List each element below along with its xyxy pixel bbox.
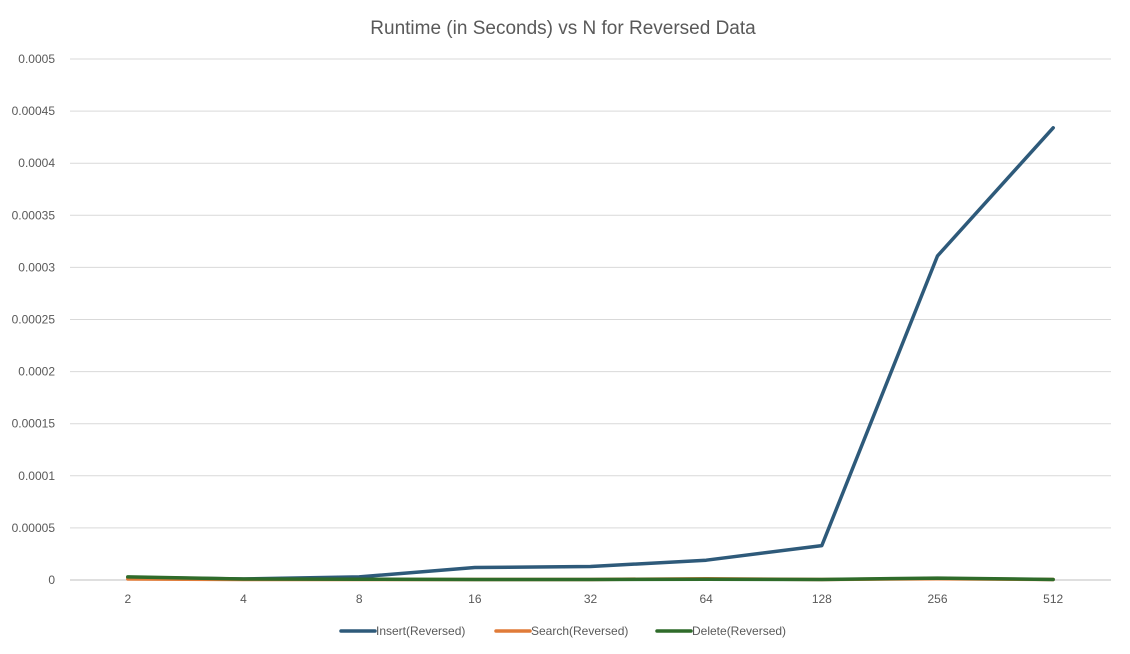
x-tick-label: 4 [240, 592, 247, 606]
chart-title: Runtime (in Seconds) vs N for Reversed D… [370, 18, 756, 39]
series-lines [126, 126, 1055, 582]
x-tick-label: 2 [124, 592, 131, 606]
y-tick-label: 0.00005 [12, 521, 56, 535]
y-tick-label: 0.0002 [18, 365, 55, 379]
x-tick-label: 256 [927, 592, 947, 606]
x-tick-label: 32 [584, 592, 598, 606]
y-tick-label: 0.0005 [18, 52, 55, 66]
legend: Insert(Reversed) Search(Reversed) Delete(R… [339, 624, 786, 638]
series-line-1 [126, 126, 1055, 581]
y-tick-label: 0 [48, 573, 55, 587]
y-tick-label: 0.00025 [12, 313, 56, 327]
y-tick-label: 0.0004 [18, 156, 55, 170]
legend-label: Search(Reversed) [531, 624, 628, 638]
x-tick-label: 64 [699, 592, 713, 606]
y-tick-label: 0.00045 [12, 104, 56, 118]
legend-label: Delete(Reversed) [692, 624, 786, 638]
y-tick-label: 0.00015 [12, 417, 56, 431]
x-tick-label: 128 [812, 592, 832, 606]
legend-label: Insert(Reversed) [376, 624, 465, 638]
gridlines [70, 58, 1111, 581]
x-tick-label: 8 [356, 592, 363, 606]
y-tick-label: 0.0003 [18, 260, 55, 274]
x-axis-tick-labels: 2 4 8 16 32 64 128 256 512 [124, 592, 1063, 606]
y-tick-label: 0.00035 [12, 208, 56, 222]
y-axis-tick-labels: 0 0.00005 0.0001 0.00015 0.0002 0.00025 0.0003… [12, 52, 56, 587]
x-tick-label: 16 [468, 592, 482, 606]
y-tick-label: 0.0001 [18, 469, 55, 483]
series-line-3 [126, 575, 1055, 582]
x-tick-label: 512 [1043, 592, 1063, 606]
